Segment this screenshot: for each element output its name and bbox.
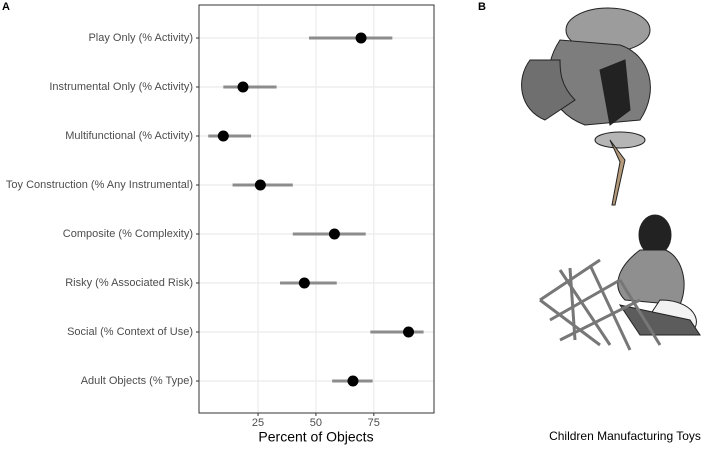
y-tick-label: Instrumental Only (% Activity) bbox=[49, 81, 193, 93]
point bbox=[355, 32, 367, 44]
y-tick-label: Risky (% Associated Risk) bbox=[65, 277, 193, 289]
point bbox=[298, 277, 310, 289]
point bbox=[328, 228, 340, 240]
point bbox=[217, 130, 229, 142]
plot-border bbox=[198, 4, 435, 414]
y-tick-label: Multifunctional (% Activity) bbox=[65, 130, 193, 142]
x-tick-label: 25 bbox=[252, 417, 264, 429]
illustration-boy bbox=[521, 7, 651, 206]
panel-label: B bbox=[478, 1, 486, 13]
y-tick-label: Composite (% Complexity) bbox=[63, 228, 193, 240]
point bbox=[237, 81, 249, 93]
y-tick-label: Adult Objects (% Type) bbox=[81, 375, 193, 387]
x-axis-title: Percent of Objects bbox=[258, 429, 373, 445]
x-tick-label: 75 bbox=[368, 417, 380, 429]
caption: Children Manufacturing Toys bbox=[549, 429, 701, 443]
plot: 25 50 75 Play Only (% Activity) Instrumental… bbox=[6, 5, 434, 429]
x-tick-label: 50 bbox=[310, 417, 322, 429]
point bbox=[254, 179, 266, 191]
point bbox=[403, 326, 415, 338]
illustration-girl bbox=[539, 214, 701, 351]
point bbox=[347, 375, 359, 387]
panel-label: A bbox=[2, 1, 10, 13]
y-tick-label: Social (% Context of Use) bbox=[67, 326, 193, 338]
y-tick-label: Toy Construction (% Any Instrumental) bbox=[6, 179, 193, 191]
y-tick-label: Play Only (% Activity) bbox=[88, 32, 193, 44]
